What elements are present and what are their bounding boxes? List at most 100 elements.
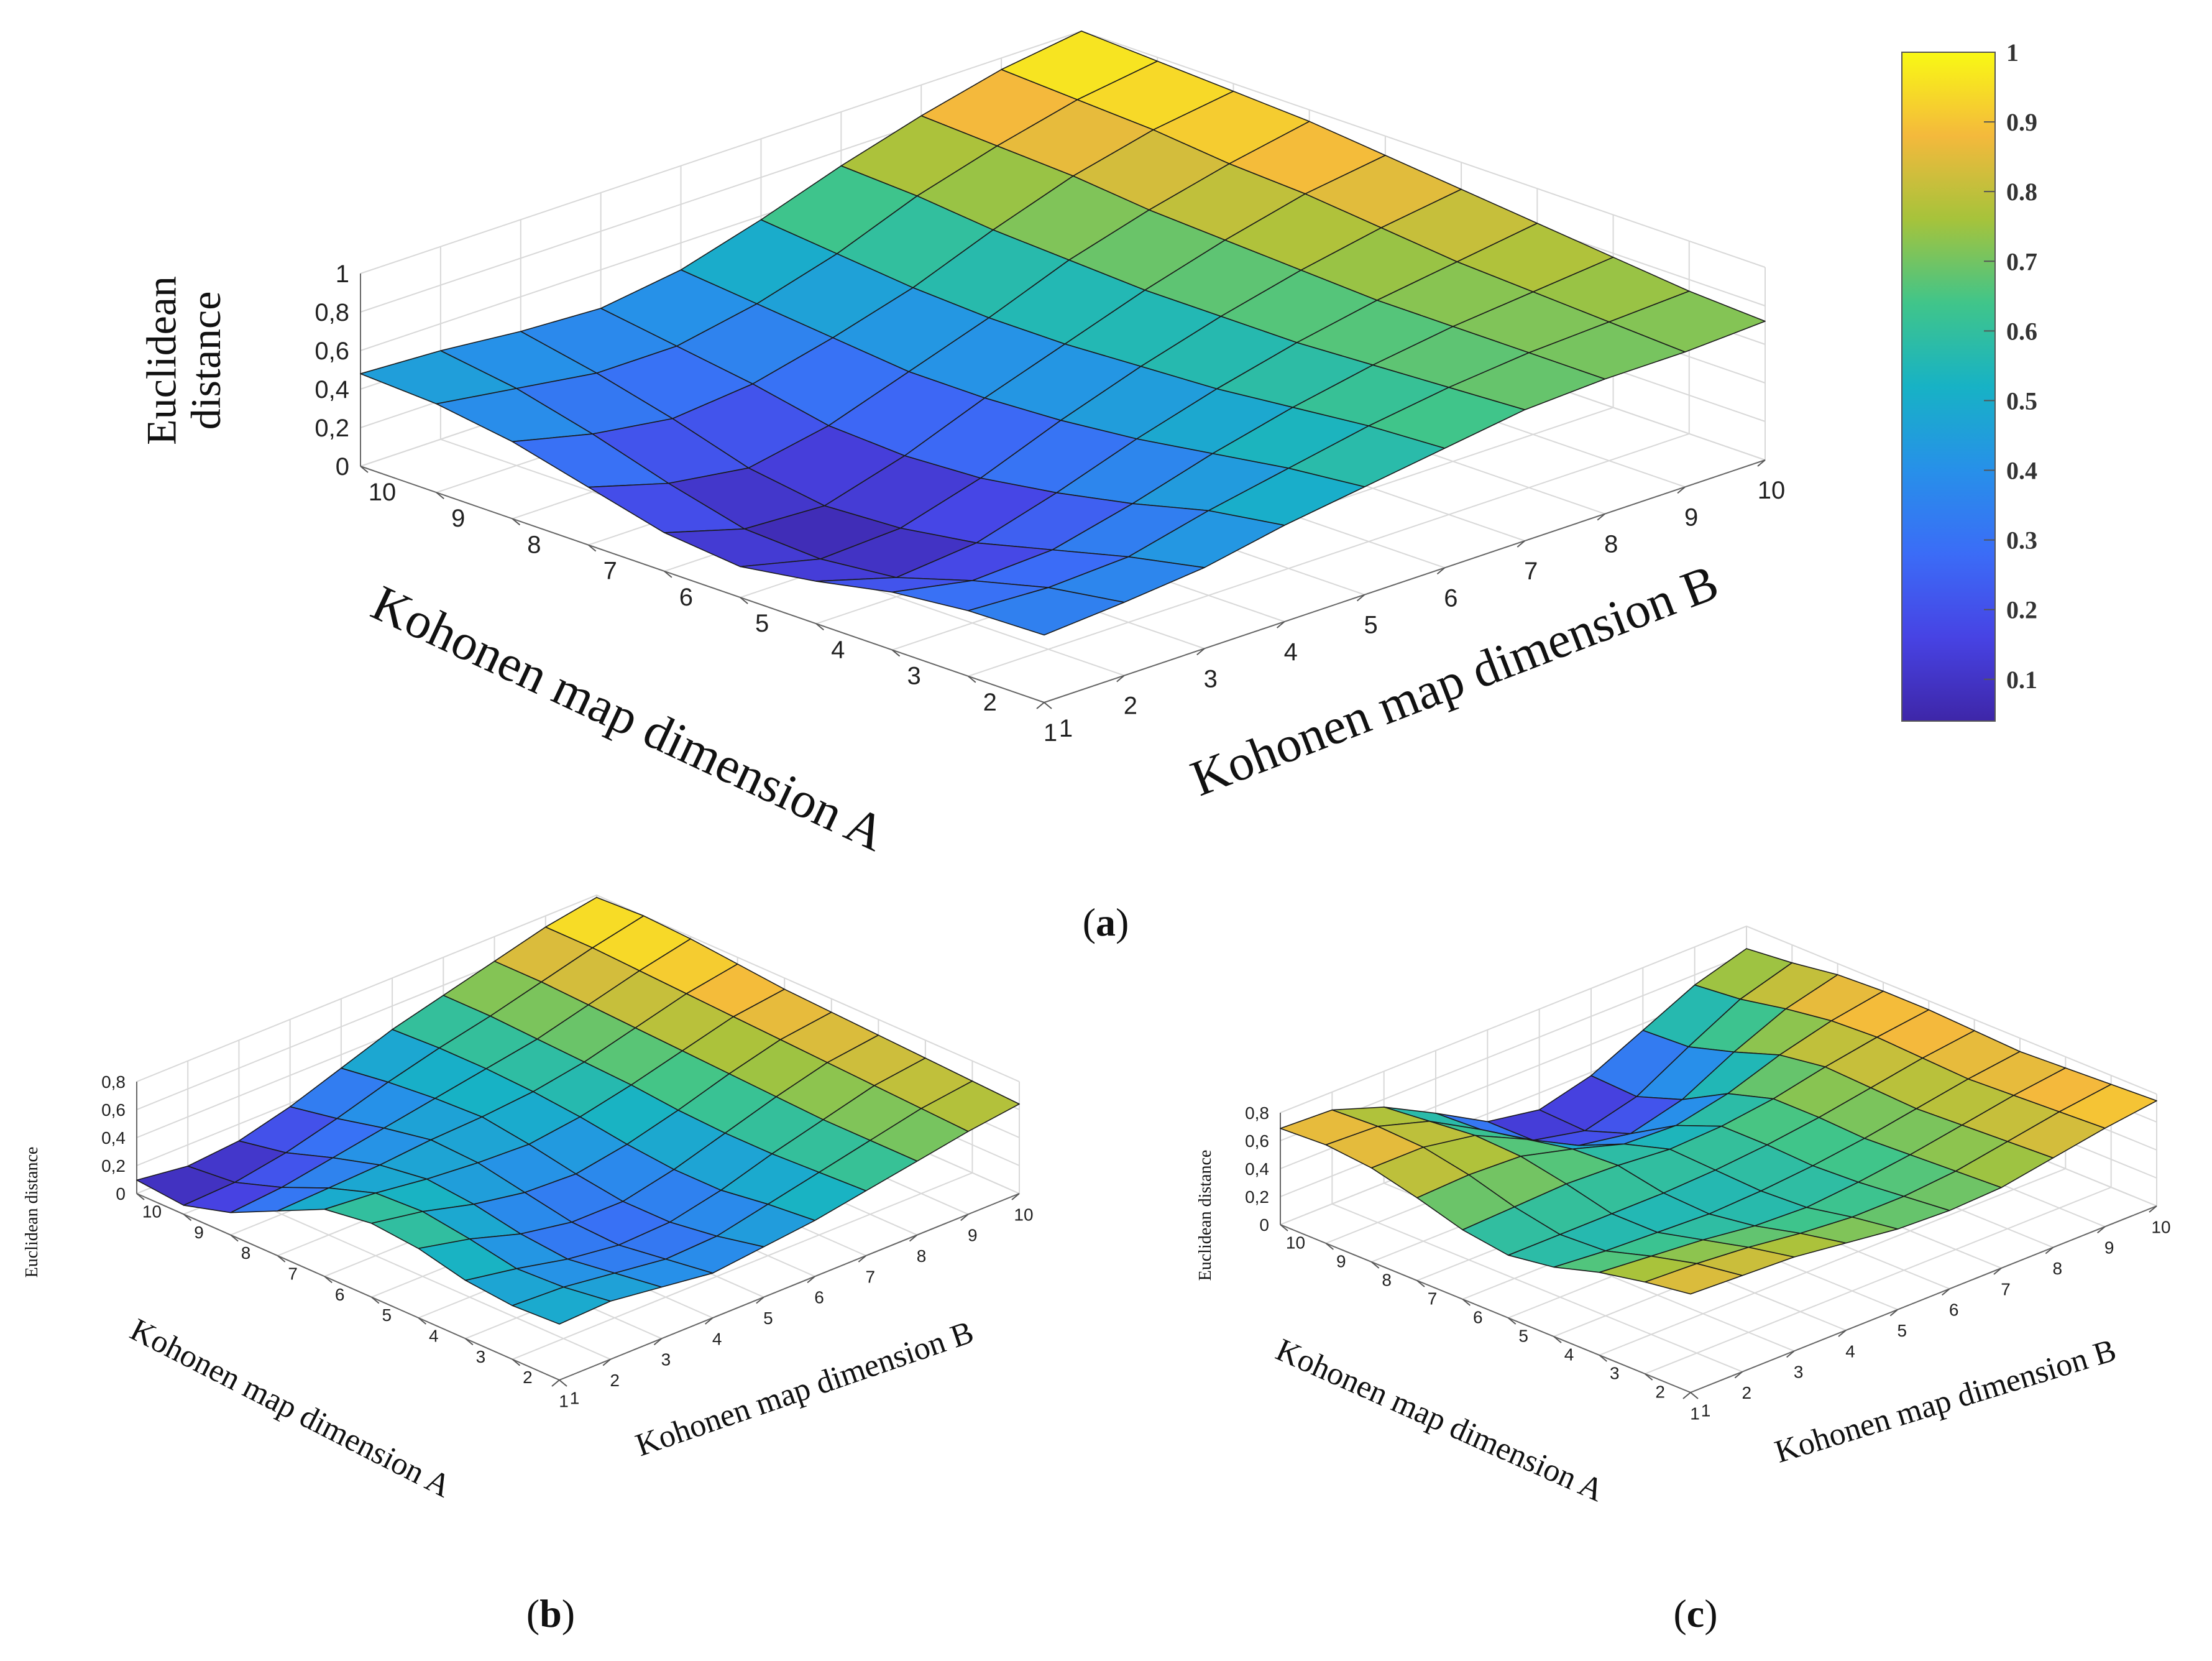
tick-b: 9 — [968, 1226, 978, 1245]
tick-z: 0 — [336, 453, 349, 481]
tick-a: 10 — [1286, 1233, 1305, 1253]
tick-labels: 1 2 3 4 5 6 7 8 9 10 1 2 3 4 5 6 7 8 9 10 0 0,2 0,4 0,6 0,8 1 — [314, 260, 1785, 747]
tick-z: 0,2 — [101, 1156, 126, 1176]
colorbar-tick: 0.3 — [2006, 527, 2037, 554]
surface-patch — [968, 587, 1125, 636]
tick-b: 3 — [1204, 665, 1218, 692]
tick-b: 8 — [1604, 531, 1618, 558]
tick-b: 2 — [1124, 692, 1137, 720]
tick-a: 7 — [288, 1264, 298, 1284]
tick-a: 5 — [1518, 1327, 1528, 1346]
tick-b: 8 — [2053, 1259, 2063, 1278]
tick-z: 0 — [116, 1184, 126, 1203]
colorbar-gradient — [1901, 52, 1996, 722]
tick-a: 8 — [1382, 1271, 1392, 1290]
colorbar-tick: 1 — [2006, 39, 2019, 67]
tick-b: 2 — [1742, 1383, 1752, 1402]
tick-z: 0,6 — [1245, 1131, 1269, 1151]
tick-a: 3 — [907, 663, 920, 690]
z-axis-label: Euclideandistance — [138, 276, 229, 445]
tick-b: 10 — [1014, 1205, 1033, 1224]
axis-lines — [360, 274, 1766, 703]
tick-b: 10 — [2151, 1217, 2170, 1236]
colorbar-tick: 0.2 — [2006, 596, 2037, 624]
tick-b: 6 — [1444, 584, 1457, 612]
surface-patch — [512, 1286, 612, 1325]
tick-b: 1 — [1044, 719, 1057, 747]
colorbar-tick: 0.4 — [2006, 457, 2037, 485]
colorbar-tick: 0.9 — [2006, 108, 2037, 136]
tick-z: 0,8 — [1245, 1103, 1269, 1123]
tick-a: 4 — [429, 1327, 439, 1346]
tick-b: 10 — [1758, 477, 1786, 504]
tick-a: 5 — [382, 1305, 392, 1325]
tick-z: 0,6 — [101, 1100, 126, 1120]
tick-b: 1 — [559, 1391, 569, 1410]
tick-z: 0,2 — [1245, 1187, 1269, 1207]
caption-c: (c) — [1673, 1591, 1717, 1636]
tick-a: 8 — [241, 1243, 251, 1263]
tick-a: 6 — [679, 584, 693, 611]
tick-b: 9 — [1684, 504, 1698, 531]
axis-lines — [1280, 1113, 2157, 1393]
tick-a: 3 — [1610, 1364, 1620, 1383]
tick-labels: 1 2 3 4 5 6 7 8 9 10 1 2 3 4 5 6 7 8 9 10 0 0,2 0,4 0,6 0,8 — [1245, 1103, 2171, 1424]
tick-b: 6 — [1949, 1300, 1959, 1320]
tick-a: 10 — [142, 1202, 162, 1222]
tick-b: 7 — [2001, 1279, 2011, 1299]
tick-b: 5 — [1898, 1321, 1907, 1340]
tick-a: 10 — [369, 479, 397, 506]
tick-a: 1 — [1059, 715, 1073, 742]
tick-b: 5 — [763, 1309, 773, 1328]
tick-z: 0,4 — [1245, 1159, 1269, 1179]
tick-z: 0,6 — [314, 338, 349, 365]
tick-z: 0,8 — [314, 299, 349, 326]
tick-b: 9 — [2104, 1238, 2114, 1258]
tick-a: 9 — [194, 1223, 204, 1242]
tick-a: 7 — [603, 558, 617, 585]
colorbar-tick: 0.1 — [2006, 666, 2037, 694]
tick-b: 8 — [917, 1246, 927, 1266]
caption-b: (b) — [526, 1591, 575, 1636]
tick-a: 2 — [523, 1368, 533, 1387]
tick-z: 0,4 — [101, 1128, 126, 1148]
tick-a: 2 — [1655, 1383, 1665, 1402]
tick-b: 4 — [1284, 638, 1298, 666]
surface-mesh — [136, 896, 1020, 1325]
tick-a: 9 — [1336, 1252, 1346, 1271]
tick-b: 4 — [712, 1329, 722, 1348]
tick-z: 0,8 — [101, 1072, 126, 1092]
tick-a: 8 — [527, 531, 541, 558]
tick-b: 6 — [814, 1288, 824, 1307]
tick-a: 6 — [1473, 1308, 1483, 1327]
tick-b: 7 — [866, 1267, 876, 1286]
colorbar-tick: 0.8 — [2006, 178, 2037, 206]
colorbar-tick: 0.6 — [2006, 317, 2037, 345]
tick-labels: 1 2 3 4 5 6 7 8 9 10 1 2 3 4 5 6 7 8 9 10 0 0,2 0,4 0,6 0,8 — [101, 1072, 1034, 1411]
tick-a: 6 — [335, 1285, 345, 1304]
z-axis-label: Euclidean distance — [22, 1147, 42, 1278]
surface-mesh — [1280, 948, 2157, 1295]
tick-b: 4 — [1845, 1341, 1855, 1361]
tick-z: 0 — [1259, 1215, 1269, 1235]
tick-b: 1 — [1690, 1404, 1700, 1423]
tick-a: 4 — [831, 636, 845, 663]
tick-b: 3 — [1794, 1363, 1804, 1382]
tick-a: 1 — [1701, 1401, 1711, 1420]
tick-a: 4 — [1564, 1345, 1574, 1364]
colorbar: 0.1 0.2 0.3 0.4 0.5 0.6 0.7 0.8 0.9 1 — [1901, 39, 2037, 722]
tick-a: 7 — [1428, 1289, 1438, 1309]
caption-a: (a) — [1083, 900, 1129, 944]
tick-b: 3 — [661, 1350, 671, 1369]
colorbar-tick: 0.7 — [2006, 247, 2037, 275]
tick-b: 7 — [1524, 558, 1538, 585]
tick-z: 0,4 — [314, 376, 349, 403]
axis-lines — [136, 1082, 1020, 1381]
tick-a: 1 — [570, 1389, 580, 1408]
z-axis-label: Euclidean distance — [1196, 1150, 1215, 1281]
surface-mesh — [360, 30, 1766, 636]
tick-b: 2 — [610, 1371, 620, 1390]
tick-a: 2 — [983, 689, 997, 716]
tick-a: 3 — [476, 1347, 486, 1366]
